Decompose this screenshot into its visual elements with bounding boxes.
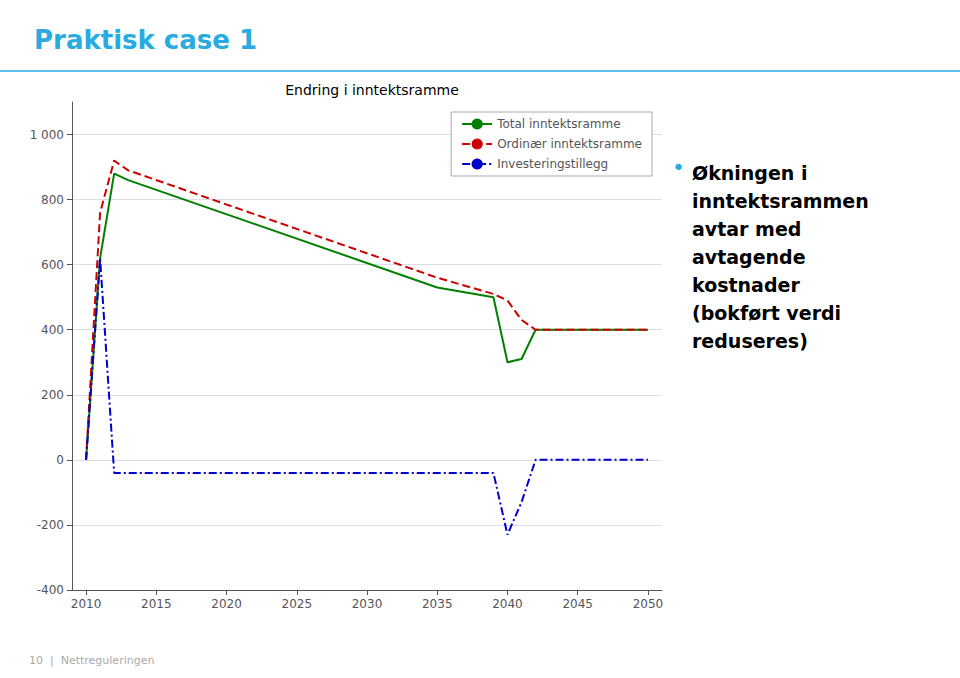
svg-text:avtagende: avtagende [692, 246, 806, 268]
svg-text:2025: 2025 [281, 597, 312, 611]
svg-text:2045: 2045 [562, 597, 593, 611]
svg-text:800: 800 [41, 193, 64, 207]
svg-text:Endring i inntektsramme: Endring i inntektsramme [285, 82, 459, 98]
svg-text:Investeringstillegg: Investeringstillegg [497, 157, 608, 171]
svg-text:(bokført verdi: (bokført verdi [692, 302, 841, 324]
svg-text:2020: 2020 [211, 597, 242, 611]
svg-text:2030: 2030 [352, 597, 383, 611]
svg-text:400: 400 [41, 323, 64, 337]
svg-text:avtar med: avtar med [692, 218, 801, 240]
svg-text:Praktisk case 1: Praktisk case 1 [34, 25, 257, 55]
svg-text:600: 600 [41, 258, 64, 272]
svg-text:•: • [672, 155, 685, 180]
svg-text:10 | Nettreguleringen: 10 | Nettreguleringen [29, 654, 154, 667]
svg-text:0: 0 [56, 453, 64, 467]
svg-text:2015: 2015 [141, 597, 172, 611]
svg-text:Total inntektsramme: Total inntektsramme [496, 117, 620, 131]
svg-text:reduseres): reduseres) [692, 330, 808, 352]
svg-text:kostnader: kostnader [692, 274, 800, 296]
svg-text:2040: 2040 [492, 597, 523, 611]
svg-text:-200: -200 [37, 518, 64, 532]
svg-text:Ordinær inntektsramme: Ordinær inntektsramme [497, 137, 642, 151]
svg-text:inntektsrammen: inntektsrammen [692, 190, 869, 212]
svg-text:Økningen i: Økningen i [692, 162, 808, 184]
svg-text:2035: 2035 [422, 597, 453, 611]
svg-text:2050: 2050 [633, 597, 664, 611]
svg-text:2010: 2010 [71, 597, 102, 611]
svg-text:1 000: 1 000 [30, 128, 64, 142]
svg-text:200: 200 [41, 388, 64, 402]
svg-text:-400: -400 [37, 583, 64, 597]
